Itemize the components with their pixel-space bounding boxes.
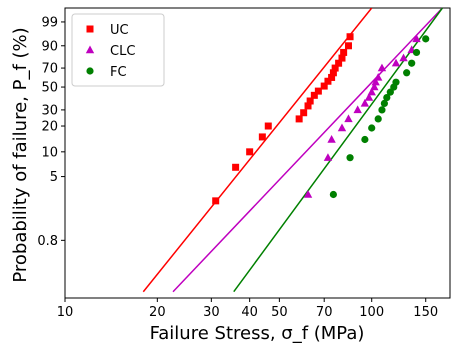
point-clc [323, 153, 333, 161]
point-clc [377, 63, 387, 72]
point-uc [314, 87, 322, 95]
point-fc [412, 48, 421, 57]
point-uc [331, 64, 339, 72]
legend-marker-clc [85, 45, 95, 54]
point-uc [304, 102, 312, 110]
point-uc [232, 163, 240, 171]
point-clc [412, 34, 421, 43]
point-clc [337, 123, 347, 132]
point-fc [383, 93, 391, 102]
fit-line-clc [172, 8, 443, 293]
point-fc [386, 88, 394, 96]
x-tick-label: 20 [149, 305, 166, 320]
legend-marker-fc [86, 67, 94, 75]
point-uc [324, 77, 332, 85]
point-fc [329, 190, 337, 199]
x-axis-ticks: 10 20 30 40 50 70 100 150 [57, 298, 438, 320]
y-tick-label: 10 [41, 145, 58, 160]
x-tick-label: 100 [359, 305, 384, 320]
data-points [212, 33, 430, 205]
y-tick-label: 30 [41, 103, 58, 118]
y-tick-label: 70 [41, 62, 58, 77]
fit-line-fc [233, 8, 443, 293]
point-uc [320, 82, 328, 90]
x-tick-label: 30 [203, 305, 220, 320]
point-uc [346, 33, 354, 41]
y-tick-label: 50 [41, 81, 58, 96]
point-clc [399, 53, 408, 62]
point-clc [371, 77, 380, 86]
point-uc [258, 133, 266, 141]
point-uc [264, 122, 272, 130]
legend: UC CLC FC [71, 13, 165, 87]
point-uc [246, 148, 254, 156]
point-uc [300, 109, 308, 117]
x-axis-label: Failure Stress, σ_f (MPa) [150, 323, 365, 344]
point-clc [344, 114, 353, 123]
point-fc [346, 154, 354, 162]
point-fc [408, 59, 416, 67]
point-clc [364, 93, 374, 101]
point-fc [380, 99, 389, 108]
fit-line-uc [142, 8, 373, 293]
point-clc [360, 98, 370, 107]
point-clc [391, 58, 401, 67]
legend-label-clc: CLC [110, 44, 135, 59]
point-uc [295, 115, 303, 123]
point-uc [212, 197, 220, 205]
point-fc [374, 115, 382, 123]
point-uc [344, 42, 352, 50]
point-clc [327, 134, 336, 143]
fit-lines [142, 8, 443, 293]
point-uc [335, 59, 343, 67]
y-tick-label: 0.8 [37, 234, 58, 249]
y-tick-label: 20 [41, 120, 58, 135]
legend-label-uc: UC [110, 23, 129, 38]
point-uc [306, 97, 314, 105]
x-tick-label: 50 [271, 305, 288, 320]
point-uc [329, 69, 337, 77]
point-uc [340, 48, 348, 56]
y-axis-ticks: 99 90 70 50 30 20 10 5 0.8 [37, 15, 65, 249]
point-fc [403, 69, 411, 77]
point-fc [422, 35, 430, 43]
point-clc [303, 189, 313, 198]
point-fc [368, 124, 376, 132]
point-uc [328, 73, 336, 81]
x-tick-label: 10 [57, 305, 74, 320]
point-clc [370, 82, 379, 91]
point-fc [392, 78, 400, 86]
y-axis-label: Probability of failure, P_f (%) [10, 27, 31, 282]
legend-marker-uc [86, 25, 94, 33]
point-uc [338, 54, 346, 62]
legend-label-fc: FC [110, 65, 127, 80]
x-tick-label: 150 [413, 305, 438, 320]
point-clc [353, 105, 362, 114]
x-tick-label: 40 [241, 305, 258, 320]
point-clc [367, 87, 376, 96]
point-fc [361, 135, 369, 144]
y-tick-label: 5 [50, 170, 58, 185]
point-fc [378, 106, 386, 114]
point-clc [374, 72, 383, 81]
y-tick-label: 90 [41, 39, 58, 54]
x-tick-label: 70 [316, 305, 333, 320]
point-uc [310, 91, 318, 99]
legend-box [71, 13, 165, 87]
y-tick-label: 99 [41, 15, 58, 30]
